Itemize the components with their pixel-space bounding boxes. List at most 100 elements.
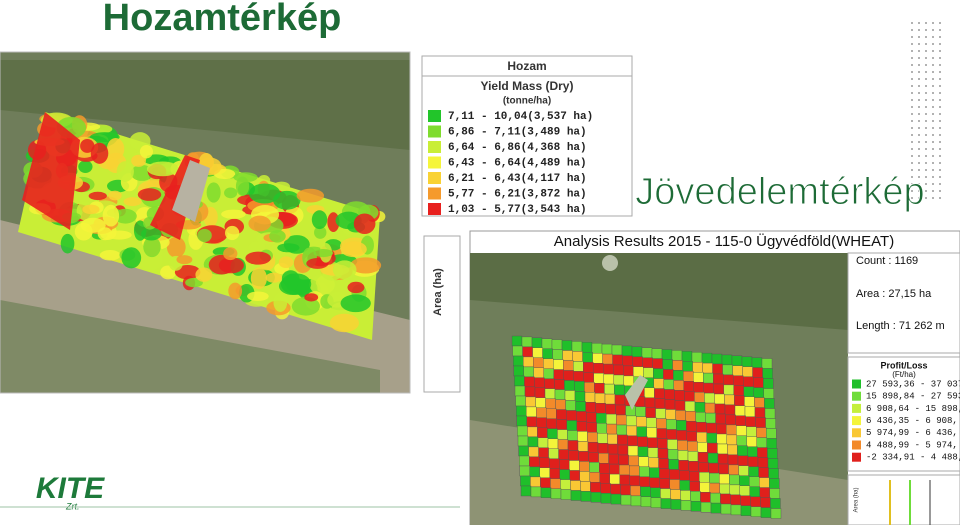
- heat-blob: [223, 247, 238, 261]
- heat-blob: [166, 236, 186, 258]
- grid-cell: [540, 477, 551, 488]
- grid-cell: [703, 382, 714, 394]
- grid-cell: [693, 382, 704, 393]
- legend-swatch: [428, 110, 441, 122]
- grid-cell: [751, 357, 763, 368]
- grid-cell: [628, 455, 639, 467]
- grid-cell: [640, 486, 651, 497]
- grid-cell: [623, 365, 634, 377]
- grid-cell: [734, 395, 745, 406]
- grid-cell: [743, 376, 754, 387]
- area: Area : 27,15 ha: [856, 288, 932, 300]
- grid-cell: [764, 408, 776, 419]
- grid-cell: [589, 472, 600, 483]
- grid-cell: [757, 447, 768, 458]
- grid-cell: [719, 473, 730, 485]
- grid-cell: [631, 346, 643, 357]
- grid-cell: [692, 362, 703, 373]
- legend-title: Hozam: [507, 59, 546, 73]
- grid-cell: [609, 463, 620, 475]
- grid-cell: [554, 379, 565, 390]
- heat-blob: [137, 188, 162, 201]
- grid-cell: [644, 387, 655, 398]
- grid-cell: [604, 383, 615, 395]
- heat-blob: [139, 145, 154, 159]
- grid-cell: [711, 353, 723, 365]
- grid-cell: [557, 439, 569, 450]
- grid-cell: [716, 433, 727, 445]
- legend-label: 6 908,64 - 15 898,: [866, 404, 960, 414]
- grid-cell: [542, 348, 553, 359]
- heat-blob: [248, 215, 271, 232]
- grid-cell: [629, 465, 640, 477]
- legend-unit: (Ft/ha): [892, 370, 916, 379]
- heat-blob: [350, 257, 382, 274]
- grid-cell: [706, 432, 717, 444]
- grid-cell: [637, 436, 648, 447]
- heat-blob: [141, 227, 162, 241]
- grid-cell: [526, 406, 537, 418]
- grid-cell: [769, 488, 780, 499]
- grid-cell: [747, 446, 758, 457]
- heat-blob: [82, 204, 100, 215]
- grid-cell: [639, 466, 650, 477]
- heat-blob: [269, 229, 286, 243]
- title-left: Hozamtérkép: [103, 0, 342, 39]
- grid-cell: [729, 484, 740, 496]
- grid-cell: [537, 427, 548, 438]
- grid-cell: [516, 415, 527, 427]
- grid-cell: [561, 340, 573, 351]
- grid-cell: [666, 419, 677, 430]
- grid-cell: [534, 387, 546, 398]
- grid-cell: [603, 373, 614, 385]
- grid-cell: [512, 345, 523, 357]
- grid-cell: [514, 385, 526, 397]
- grid-cell: [717, 453, 729, 465]
- grid-cell: [535, 397, 546, 408]
- grid-cell: [607, 433, 618, 445]
- grid-cell: [668, 459, 679, 470]
- grid-cell: [663, 369, 674, 380]
- grid-cell: [656, 418, 667, 429]
- grid-cell: [657, 438, 668, 449]
- grid-cell: [676, 420, 687, 431]
- heat-blob: [314, 226, 327, 239]
- legend-swatch: [852, 428, 861, 438]
- grid-cell: [697, 452, 709, 463]
- grid-cell: [741, 356, 753, 367]
- grid-cell: [607, 443, 619, 455]
- grid-cell: [746, 436, 757, 447]
- grid-cell: [736, 435, 747, 446]
- grid-cell: [577, 441, 589, 452]
- grid-cell: [719, 483, 730, 495]
- grid-cell: [687, 451, 699, 462]
- grid-cell: [700, 492, 711, 503]
- grid-cell: [669, 479, 680, 490]
- grid-cell: [737, 455, 749, 466]
- grid-cell: [693, 372, 704, 383]
- heat-blob: [291, 296, 320, 316]
- heat-blob: [332, 260, 357, 280]
- grid-cell: [591, 343, 603, 354]
- grid-cell: [713, 383, 724, 395]
- grid-cell: [524, 376, 535, 388]
- grid-cell: [647, 437, 658, 448]
- legend-label: 6,64 - 6,86(4,368 ha): [448, 142, 587, 154]
- grid-cell: [690, 501, 702, 512]
- grid-cell: [580, 491, 592, 502]
- grid-cell: [571, 341, 583, 352]
- grid-cell: [732, 365, 743, 376]
- heat-blob: [340, 241, 367, 258]
- grid-cell: [586, 422, 597, 433]
- grid-cell: [647, 447, 659, 458]
- grid-cell: [619, 474, 630, 486]
- grid-cell: [740, 495, 751, 506]
- grid-cell: [726, 434, 737, 446]
- grid-cell: [578, 451, 589, 462]
- grid-cell: [650, 487, 661, 498]
- grid-cell: [606, 413, 617, 425]
- grid-cell: [686, 431, 697, 442]
- grid-cell: [563, 370, 574, 381]
- grid-cell: [760, 497, 771, 508]
